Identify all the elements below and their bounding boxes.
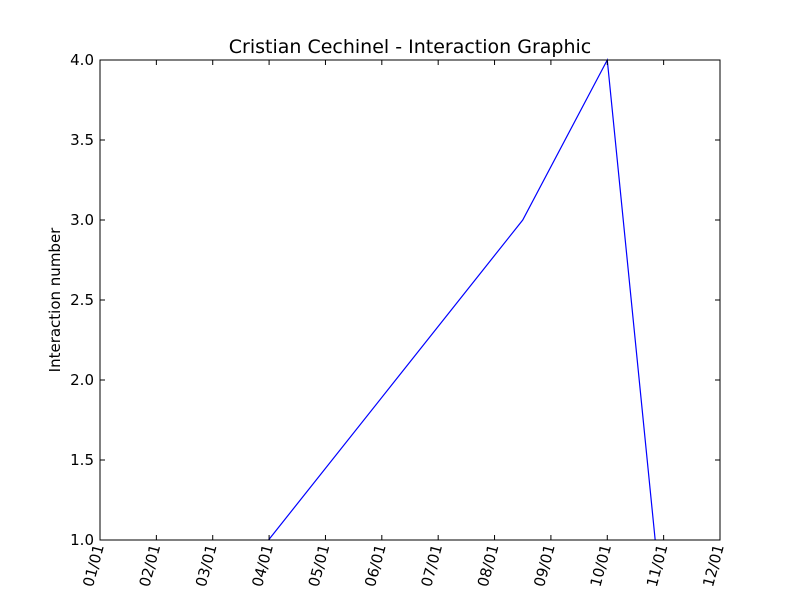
axes-frame (99, 59, 721, 541)
y-tick-label: 3.5 (70, 131, 94, 149)
y-tick-label: 2.5 (70, 291, 94, 309)
chart-title: Cristian Cechinel - Interaction Graphic (229, 36, 592, 58)
y-tick-label: 3.0 (70, 211, 94, 229)
series-line-0 (268, 57, 656, 541)
y-axis-label: Interaction number (46, 227, 64, 373)
y-tick-label: 1.5 (70, 451, 94, 469)
plot-background (100, 60, 720, 540)
plot-area: 1.01.52.02.53.03.54.001/01 02/01 03/01 04/0… (70, 51, 728, 589)
y-tick-label: 4.0 (70, 51, 94, 69)
y-tick-label: 2.0 (70, 371, 94, 389)
y-tick-label: 1.0 (70, 531, 94, 549)
